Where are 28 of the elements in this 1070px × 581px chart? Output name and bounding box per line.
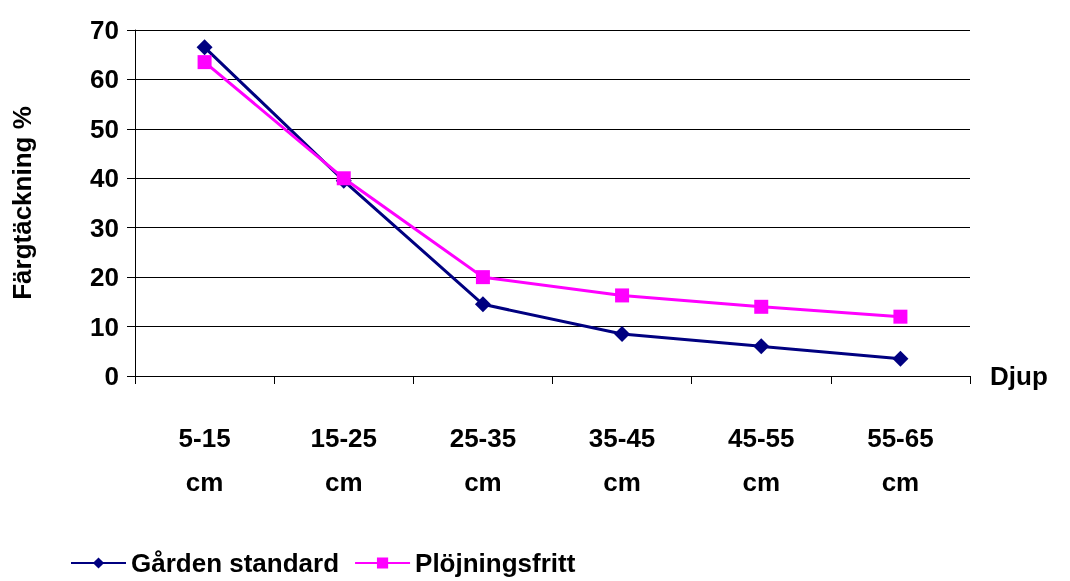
y-tick-label: 40 <box>90 163 119 194</box>
legend-label: Plöjningsfritt <box>415 548 576 578</box>
x-tick-label: 35-45 cm <box>588 423 656 497</box>
legend-label: Gården standard <box>131 548 340 578</box>
x-tick-label: 45-55 cm <box>728 423 795 497</box>
x-axis-title: Djup <box>990 361 1048 391</box>
x-tick-label: 55-65 cm <box>867 423 934 497</box>
y-tick-label: 0 <box>104 361 119 391</box>
point <box>196 39 213 56</box>
point <box>615 288 630 303</box>
point <box>753 338 770 355</box>
point <box>754 299 769 314</box>
point <box>614 325 631 342</box>
point <box>892 350 909 367</box>
x-tick-label: 15-25 cm <box>310 423 377 497</box>
x-tick-label: 25-35 cm <box>449 423 517 497</box>
point <box>893 309 908 324</box>
x-tick-label: 5-15 cm <box>178 423 231 497</box>
y-tick-label: 10 <box>90 311 119 342</box>
y-tick-label: 20 <box>90 262 119 293</box>
point <box>475 270 490 285</box>
y-tick-label: 50 <box>90 113 119 144</box>
point <box>474 296 491 313</box>
y-tick-label: 70 <box>90 15 119 45</box>
y-tick-label: 30 <box>90 212 119 243</box>
y-tick-label: 60 <box>90 64 119 95</box>
point <box>197 55 212 70</box>
y-axis-title: Färgtäckning % <box>7 106 37 300</box>
